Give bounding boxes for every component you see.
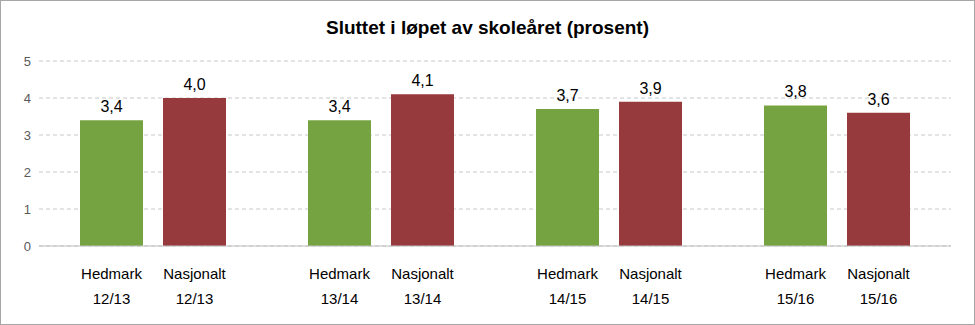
svg-text:3,8: 3,8	[784, 83, 806, 100]
svg-text:Nasjonalt: Nasjonalt	[847, 265, 910, 282]
svg-text:Nasjonalt: Nasjonalt	[619, 265, 682, 282]
svg-text:12/13: 12/13	[93, 290, 131, 307]
svg-text:13/14: 13/14	[404, 290, 442, 307]
svg-text:3,4: 3,4	[100, 98, 122, 115]
svg-text:3,9: 3,9	[639, 80, 661, 97]
svg-text:Nasjonalt: Nasjonalt	[391, 265, 454, 282]
svg-text:15/16: 15/16	[777, 290, 815, 307]
svg-text:2: 2	[24, 165, 31, 180]
svg-text:12/13: 12/13	[176, 290, 214, 307]
svg-text:15/16: 15/16	[860, 290, 898, 307]
svg-text:5: 5	[24, 54, 31, 69]
svg-text:0: 0	[24, 239, 31, 254]
svg-text:3: 3	[24, 128, 31, 143]
svg-text:Nasjonalt: Nasjonalt	[163, 265, 226, 282]
svg-text:Hedmark: Hedmark	[537, 265, 598, 282]
svg-text:Hedmark: Hedmark	[309, 265, 370, 282]
svg-text:14/15: 14/15	[549, 290, 587, 307]
svg-text:1: 1	[24, 202, 31, 217]
svg-text:4,1: 4,1	[411, 72, 433, 89]
svg-text:3,6: 3,6	[867, 91, 889, 108]
svg-text:3,7: 3,7	[556, 87, 578, 104]
svg-text:Hedmark: Hedmark	[81, 265, 142, 282]
svg-text:14/15: 14/15	[632, 290, 670, 307]
svg-text:4: 4	[24, 91, 31, 106]
svg-text:Hedmark: Hedmark	[765, 265, 826, 282]
html-text:Sluttet i løpet av skoleåret (: Sluttet i løpet av skoleåret (prosent)	[326, 17, 649, 38]
svg-text:3,4: 3,4	[328, 98, 350, 115]
svg-text:4,0: 4,0	[183, 76, 205, 93]
svg-text:13/14: 13/14	[321, 290, 359, 307]
